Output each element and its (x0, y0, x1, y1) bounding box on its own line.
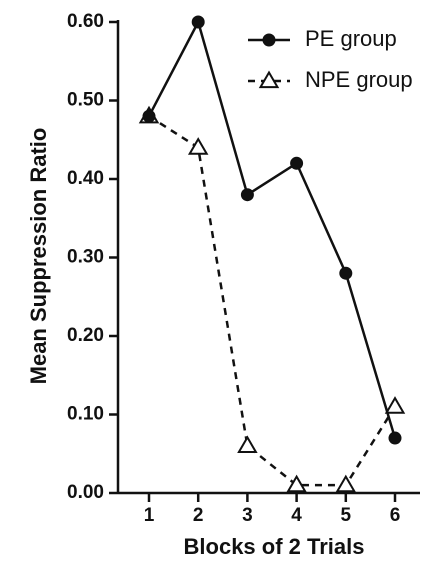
data-point-triangle (237, 435, 258, 454)
data-point-circle (240, 188, 254, 202)
y-tick-label: 0.40 (67, 168, 104, 189)
data-point-triangle (335, 474, 357, 493)
data-point-circle (388, 431, 402, 445)
y-tick-label: 0.00 (67, 482, 104, 503)
data-point-triangle (187, 137, 209, 155)
y-tick-label: 0.10 (67, 404, 104, 425)
data-point-triangle (384, 396, 406, 414)
data-point-circle (290, 156, 304, 170)
data-point-triangle (286, 474, 307, 493)
y-axis-ticks: 0.00 0.10 0.20 0.30 0.40 0.50 0.60 (67, 11, 118, 503)
series-line (148, 115, 397, 487)
x-tick-label: 2 (193, 505, 204, 526)
x-axis-title: Blocks of 2 Trials (184, 534, 365, 559)
data-point-circle (191, 15, 205, 29)
x-tick-label: 3 (242, 505, 253, 526)
legend-item-npe-group: NPE group (248, 67, 413, 92)
legend: PE group NPE group (248, 26, 413, 92)
y-tick-label: 0.20 (67, 325, 104, 346)
x-tick-label: 6 (390, 505, 401, 526)
x-tick-label: 4 (291, 505, 302, 526)
x-tick-label: 5 (341, 505, 352, 526)
series-pe-group (142, 15, 402, 445)
series-layer (138, 15, 406, 493)
legend-item-pe-group: PE group (248, 26, 397, 51)
legend-label: PE group (305, 26, 397, 51)
y-tick-label: 0.50 (67, 90, 104, 111)
y-tick-label: 0.60 (67, 11, 104, 32)
legend-marker-circle (262, 33, 276, 47)
data-point-circle (142, 109, 156, 123)
x-axis-ticks: 1 2 3 4 5 6 (144, 493, 401, 526)
data-point-circle (339, 266, 353, 280)
legend-label: NPE group (305, 67, 413, 92)
series-npe-group (138, 105, 406, 493)
y-axis-title: Mean Suppression Ratio (26, 128, 51, 385)
y-tick-label: 0.30 (67, 247, 104, 268)
legend-marker-triangle (258, 70, 280, 89)
series-line (147, 18, 397, 439)
x-tick-label: 1 (144, 505, 155, 526)
